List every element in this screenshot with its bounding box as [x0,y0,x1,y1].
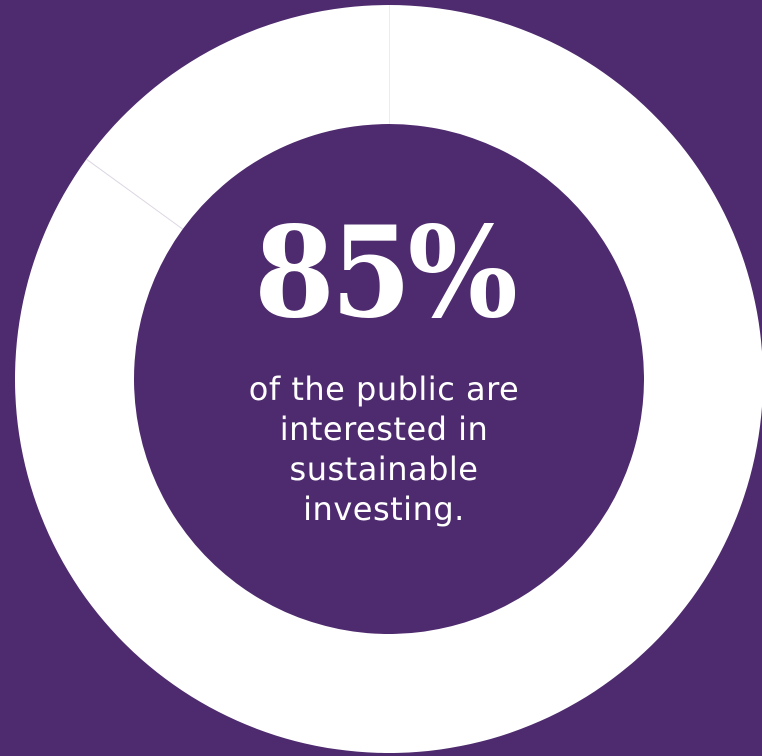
stat-caption: of the public are interested in sustaina… [248,370,520,528]
donut-slice-1 [15,5,762,753]
donut-slice-2 [86,5,389,230]
center-label: 85% of the public are interested in sust… [169,210,599,529]
stat-value: 85% [254,199,518,347]
slice-divider-2 [86,158,183,230]
